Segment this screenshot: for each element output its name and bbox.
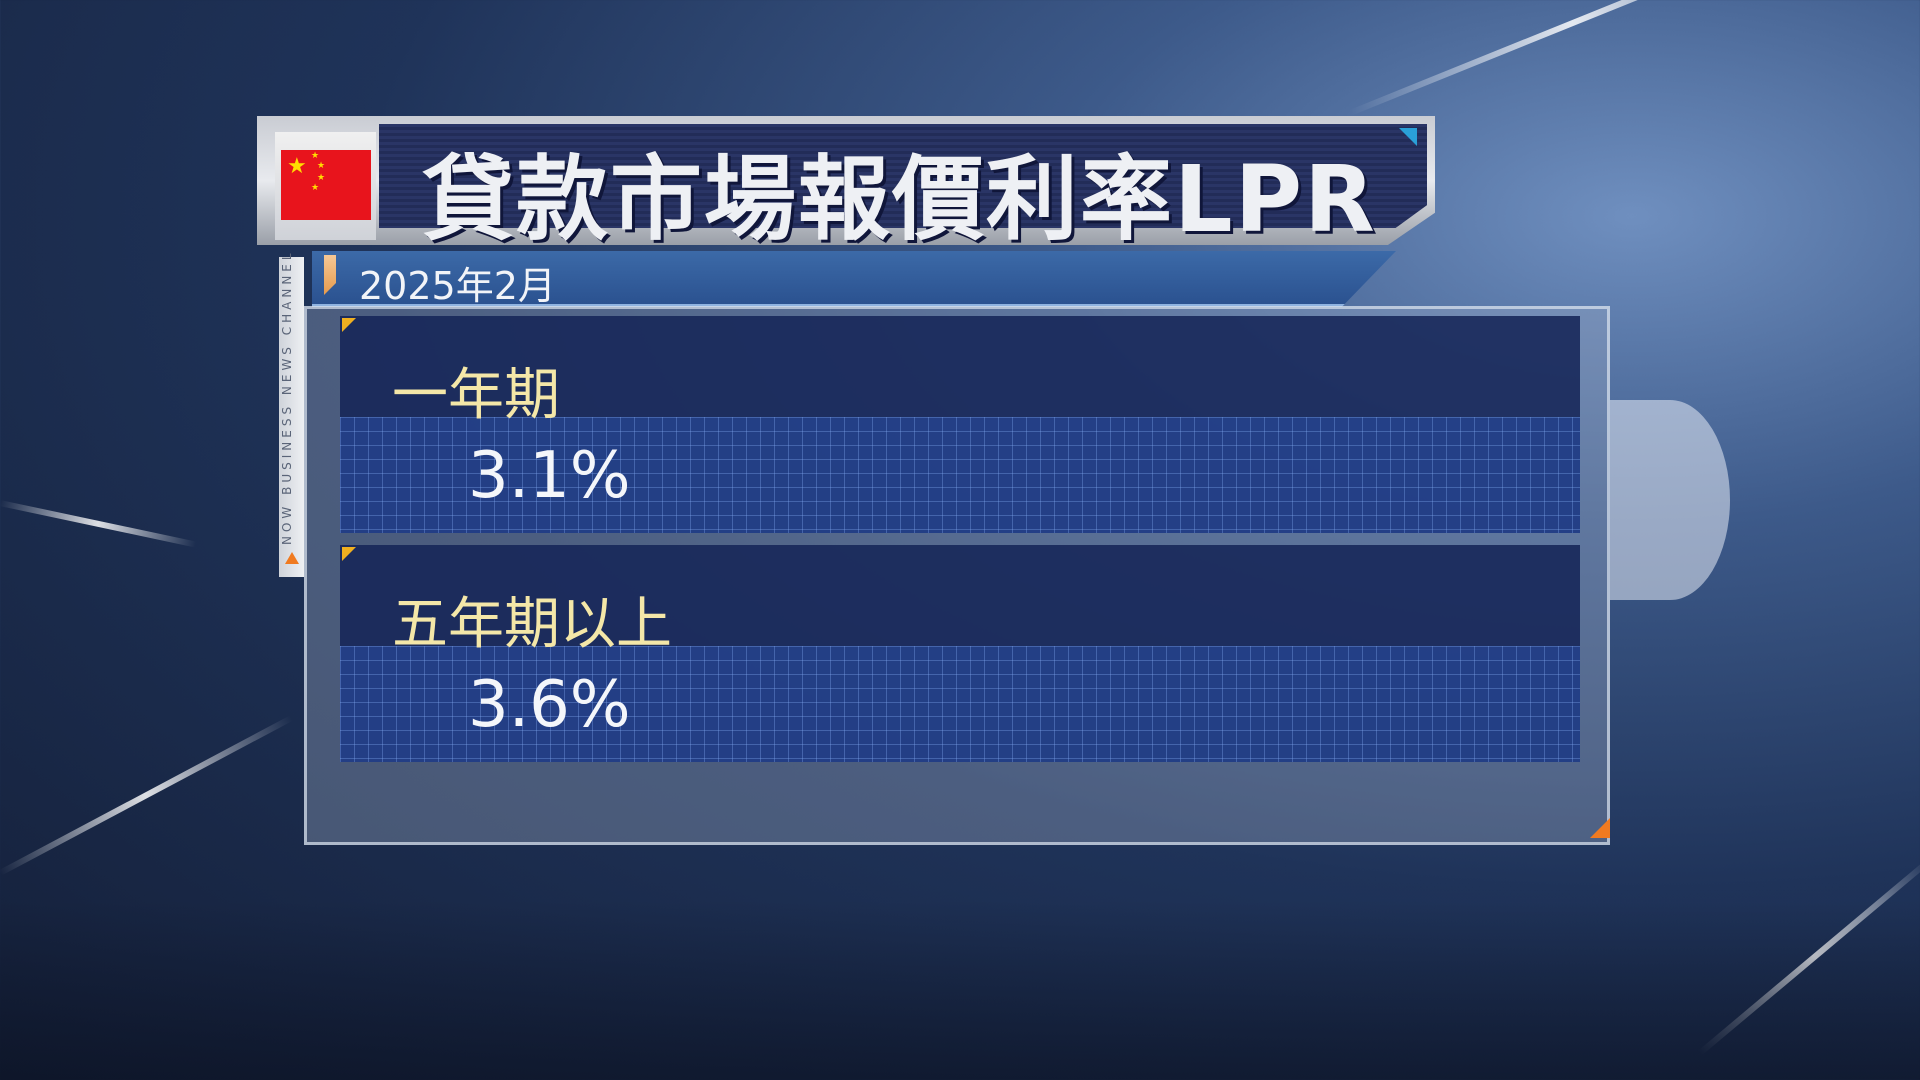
corner-accent [342,318,356,332]
rate-value: 3.6% [468,668,631,742]
rate-row-one-year: 一年期 3.1% [340,316,1580,533]
title-panel [379,124,1427,228]
date-marker-icon [324,255,336,295]
light-streak [0,500,197,548]
light-streak [1348,0,1797,116]
date-bar [312,251,1396,307]
corner-accent [1590,818,1610,838]
date-label: 2025年2月 [359,264,556,308]
grid-background [340,417,1580,533]
china-flag-icon: ★ ★ ★ ★ ★ [275,132,376,240]
title-bar: ★ ★ ★ ★ ★ [257,116,1435,245]
rate-term: 一年期 [392,363,560,428]
corner-accent [342,547,356,561]
rate-term: 五年期以上 [392,592,672,657]
rate-row-five-year: 五年期以上 3.6% [340,545,1580,762]
bottom-shade [0,900,1920,1080]
corner-accent [1399,128,1417,146]
rate-value: 3.1% [468,439,631,513]
decorative-disc [1610,400,1730,600]
channel-branding: NOW BUSINESS NEWS CHANNEL [280,249,294,545]
grid-background [340,646,1580,762]
triangle-icon [285,552,299,564]
page-title: 貸款市場報價利率LPR [422,146,1377,253]
channel-strip [279,257,304,577]
light-streak [0,715,293,876]
light-streak [1698,857,1920,1056]
